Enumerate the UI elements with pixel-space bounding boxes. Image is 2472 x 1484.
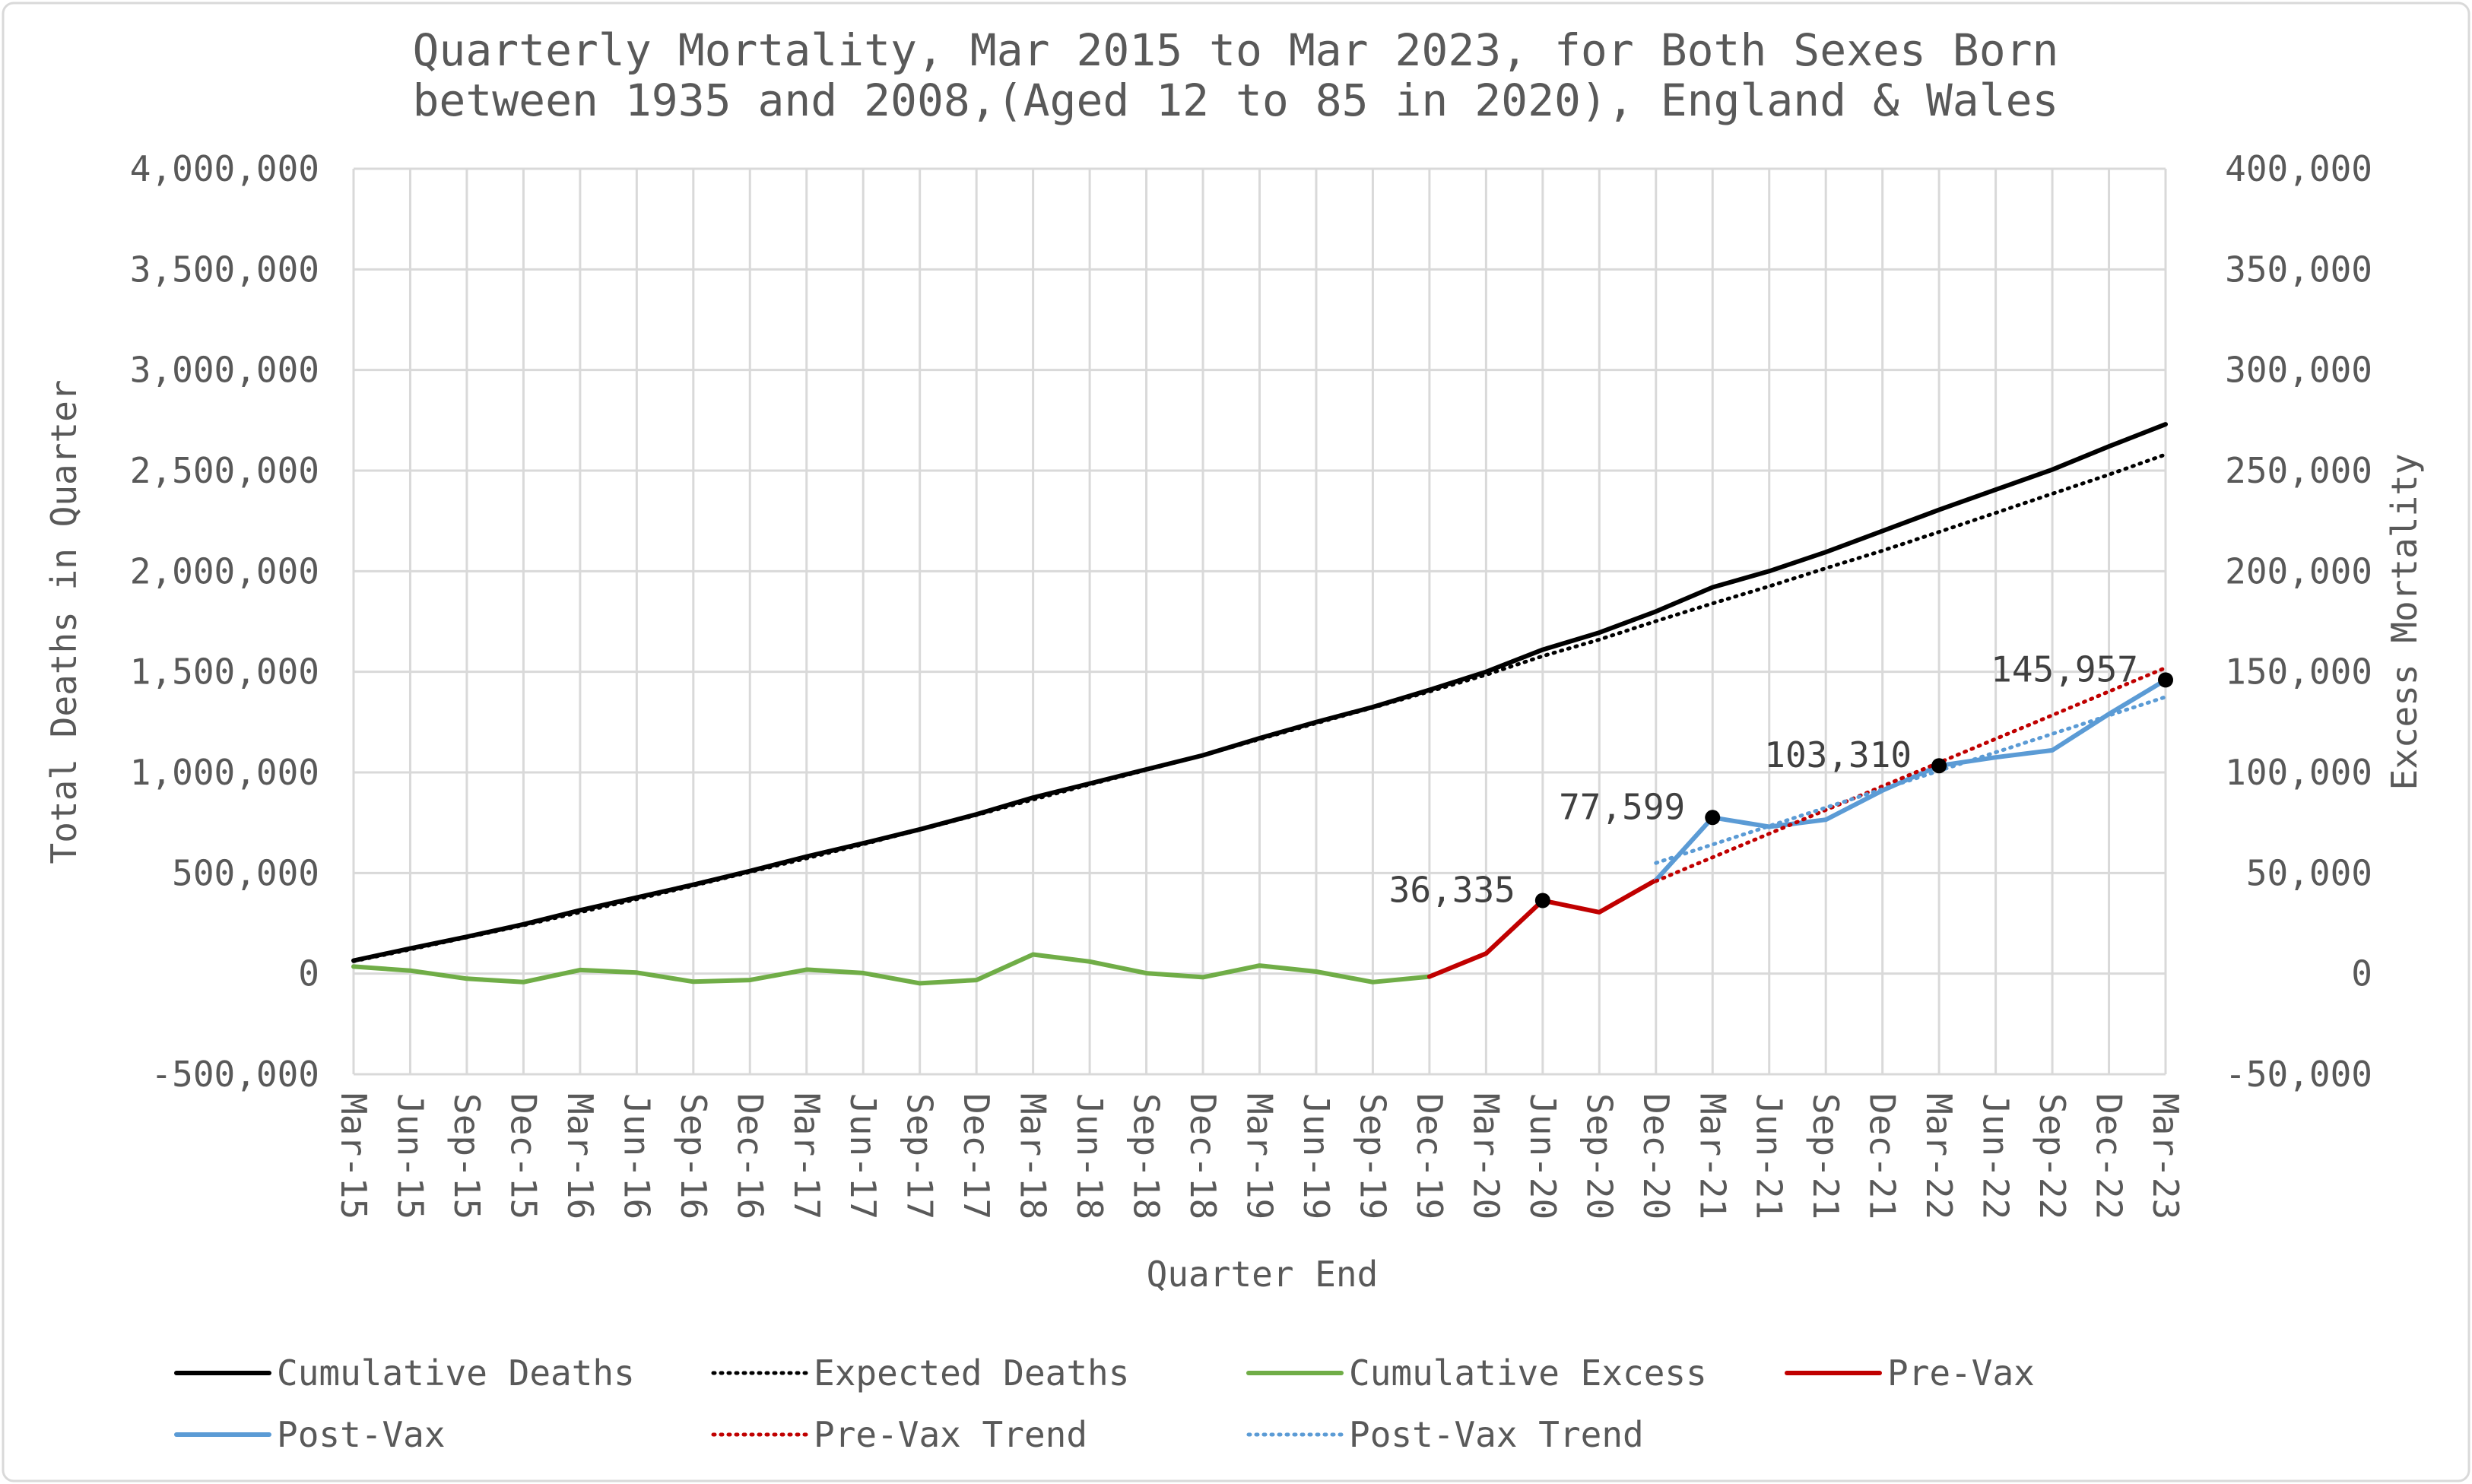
y-tick-right-label: 200,000 — [2225, 550, 2372, 591]
y-tick-right-label: 400,000 — [2225, 148, 2372, 189]
y-tick-left-label: 0 — [298, 953, 319, 994]
data-label: 36,335 — [1389, 870, 1515, 911]
y-tick-right-label: 50,000 — [2246, 852, 2372, 893]
data-label: 77,599 — [1559, 786, 1685, 827]
x-tick-label: Dec-22 — [2089, 1093, 2130, 1219]
y-axis-left-title: Total Deaths in Quarter — [43, 380, 84, 864]
y-tick-right-label: 350,000 — [2225, 249, 2372, 290]
y-tick-left-label: 2,000,000 — [130, 550, 319, 591]
x-tick-label: Jun-22 — [1975, 1093, 2017, 1219]
x-tick-label: Sep-16 — [673, 1093, 714, 1219]
legend-label: Cumulative Excess — [1349, 1352, 1707, 1394]
data-label: 103,310 — [1764, 734, 1912, 775]
x-tick-label: Jun-19 — [1296, 1093, 1337, 1219]
series-line-pre-vax-trend — [1654, 665, 2168, 883]
legend-label: Pre-Vax — [1887, 1352, 2035, 1394]
y-tick-right-label: 250,000 — [2225, 450, 2372, 491]
y-tick-right-label: 100,000 — [2225, 752, 2372, 793]
x-tick-label: Dec-20 — [1636, 1093, 1677, 1219]
x-tick-label: Sep-22 — [2032, 1093, 2073, 1219]
x-tick-label: Dec-21 — [1862, 1093, 1903, 1219]
x-tick-label: Mar-18 — [1013, 1093, 1054, 1219]
y-tick-left-label: 3,000,000 — [130, 350, 319, 391]
x-tick-label: Sep-17 — [900, 1093, 941, 1219]
legend-label: Post-Vax Trend — [1349, 1414, 1644, 1455]
annotation-marker — [1705, 810, 1721, 826]
y-tick-left-label: 3,500,000 — [130, 249, 319, 290]
chart-title-line-1: Quarterly Mortality, Mar 2015 to Mar 202… — [413, 24, 2059, 76]
x-tick-label: Mar-15 — [333, 1093, 374, 1219]
chart-title-line-2: between 1935 and 2008,(Aged 12 to 85 in … — [413, 75, 2059, 126]
x-tick-label: Mar-20 — [1465, 1093, 1506, 1219]
legend-label: Cumulative Deaths — [277, 1352, 635, 1394]
x-axis-title: Quarter End — [1147, 1254, 1379, 1295]
x-tick-label: Mar-17 — [786, 1093, 827, 1219]
x-tick-label: Jun-21 — [1749, 1093, 1790, 1219]
y-tick-left-label: -500,000 — [151, 1054, 319, 1095]
y-tick-left-label: 500,000 — [172, 852, 319, 893]
x-tick-label: Dec-16 — [729, 1093, 770, 1219]
x-tick-label: Jun-15 — [389, 1093, 430, 1219]
series-line-cumulative-excess — [351, 952, 1432, 986]
y-axis-right-title: Excess Mortality — [2384, 453, 2425, 790]
x-tick-label: Mar-16 — [560, 1093, 601, 1219]
annotation-marker — [2158, 672, 2173, 688]
x-tick-label: Dec-19 — [1409, 1093, 1450, 1219]
y-axis-right-ticks: 400,000 350,000 300,000 250,000 200,000 150,0… — [2225, 148, 2372, 1095]
data-labels: 36,335 77,599 103,310 145,957 — [1389, 648, 2138, 910]
data-label: 145,957 — [1991, 648, 2138, 690]
annotation-marker — [1931, 758, 1947, 774]
annotation-markers — [1534, 672, 2173, 908]
legend: Cumulative Deaths Expected Deaths Cumulati… — [174, 1352, 2035, 1455]
y-axis-left-ticks: 4,000,000 3,500,000 3,000,000 2,500,000 2,00… — [130, 148, 319, 1095]
series-line-cumulative-deaths — [351, 422, 2168, 963]
x-tick-label: Jun-17 — [843, 1093, 884, 1219]
x-tick-label: Jun-16 — [616, 1093, 657, 1219]
x-tick-label: Sep-15 — [446, 1093, 487, 1219]
y-tick-right-label: 300,000 — [2225, 350, 2372, 391]
y-tick-left-label: 4,000,000 — [130, 148, 319, 189]
series — [351, 422, 2168, 986]
x-tick-label: Sep-18 — [1126, 1093, 1167, 1219]
legend-label: Pre-Vax Trend — [814, 1414, 1087, 1455]
x-tick-label: Jun-20 — [1522, 1093, 1563, 1219]
y-tick-left-label: 1,000,000 — [130, 752, 319, 793]
annotation-marker — [1534, 893, 1550, 908]
x-axis-ticks: Mar-15 Jun-15 Sep-15 Dec-15 Mar-16 Jun-16 Sep-… — [333, 1093, 2186, 1219]
x-tick-label: Mar-19 — [1239, 1093, 1280, 1219]
x-tick-label: Sep-19 — [1352, 1093, 1393, 1219]
x-tick-label: Sep-20 — [1579, 1093, 1620, 1219]
x-tick-label: Mar-23 — [2145, 1093, 2186, 1219]
x-tick-label: Dec-15 — [503, 1093, 544, 1219]
x-tick-label: Jun-18 — [1069, 1093, 1110, 1219]
x-tick-label: Sep-21 — [1805, 1093, 1846, 1219]
y-tick-left-label: 2,500,000 — [130, 450, 319, 491]
y-tick-left-label: 1,500,000 — [130, 652, 319, 693]
x-tick-label: Dec-17 — [956, 1093, 997, 1219]
x-tick-label: Mar-22 — [1918, 1093, 1960, 1219]
legend-label: Post-Vax — [277, 1414, 446, 1455]
legend-label: Expected Deaths — [814, 1352, 1129, 1394]
series-line-post-vax — [1653, 677, 2168, 883]
y-tick-right-label: 150,000 — [2225, 652, 2372, 693]
y-tick-right-label: -50,000 — [2225, 1054, 2372, 1095]
x-tick-label: Dec-18 — [1182, 1093, 1223, 1219]
series-line-post-vax-trend — [1654, 695, 2168, 865]
y-tick-right-label: 0 — [2351, 953, 2372, 994]
x-tick-label: Mar-21 — [1692, 1093, 1733, 1219]
